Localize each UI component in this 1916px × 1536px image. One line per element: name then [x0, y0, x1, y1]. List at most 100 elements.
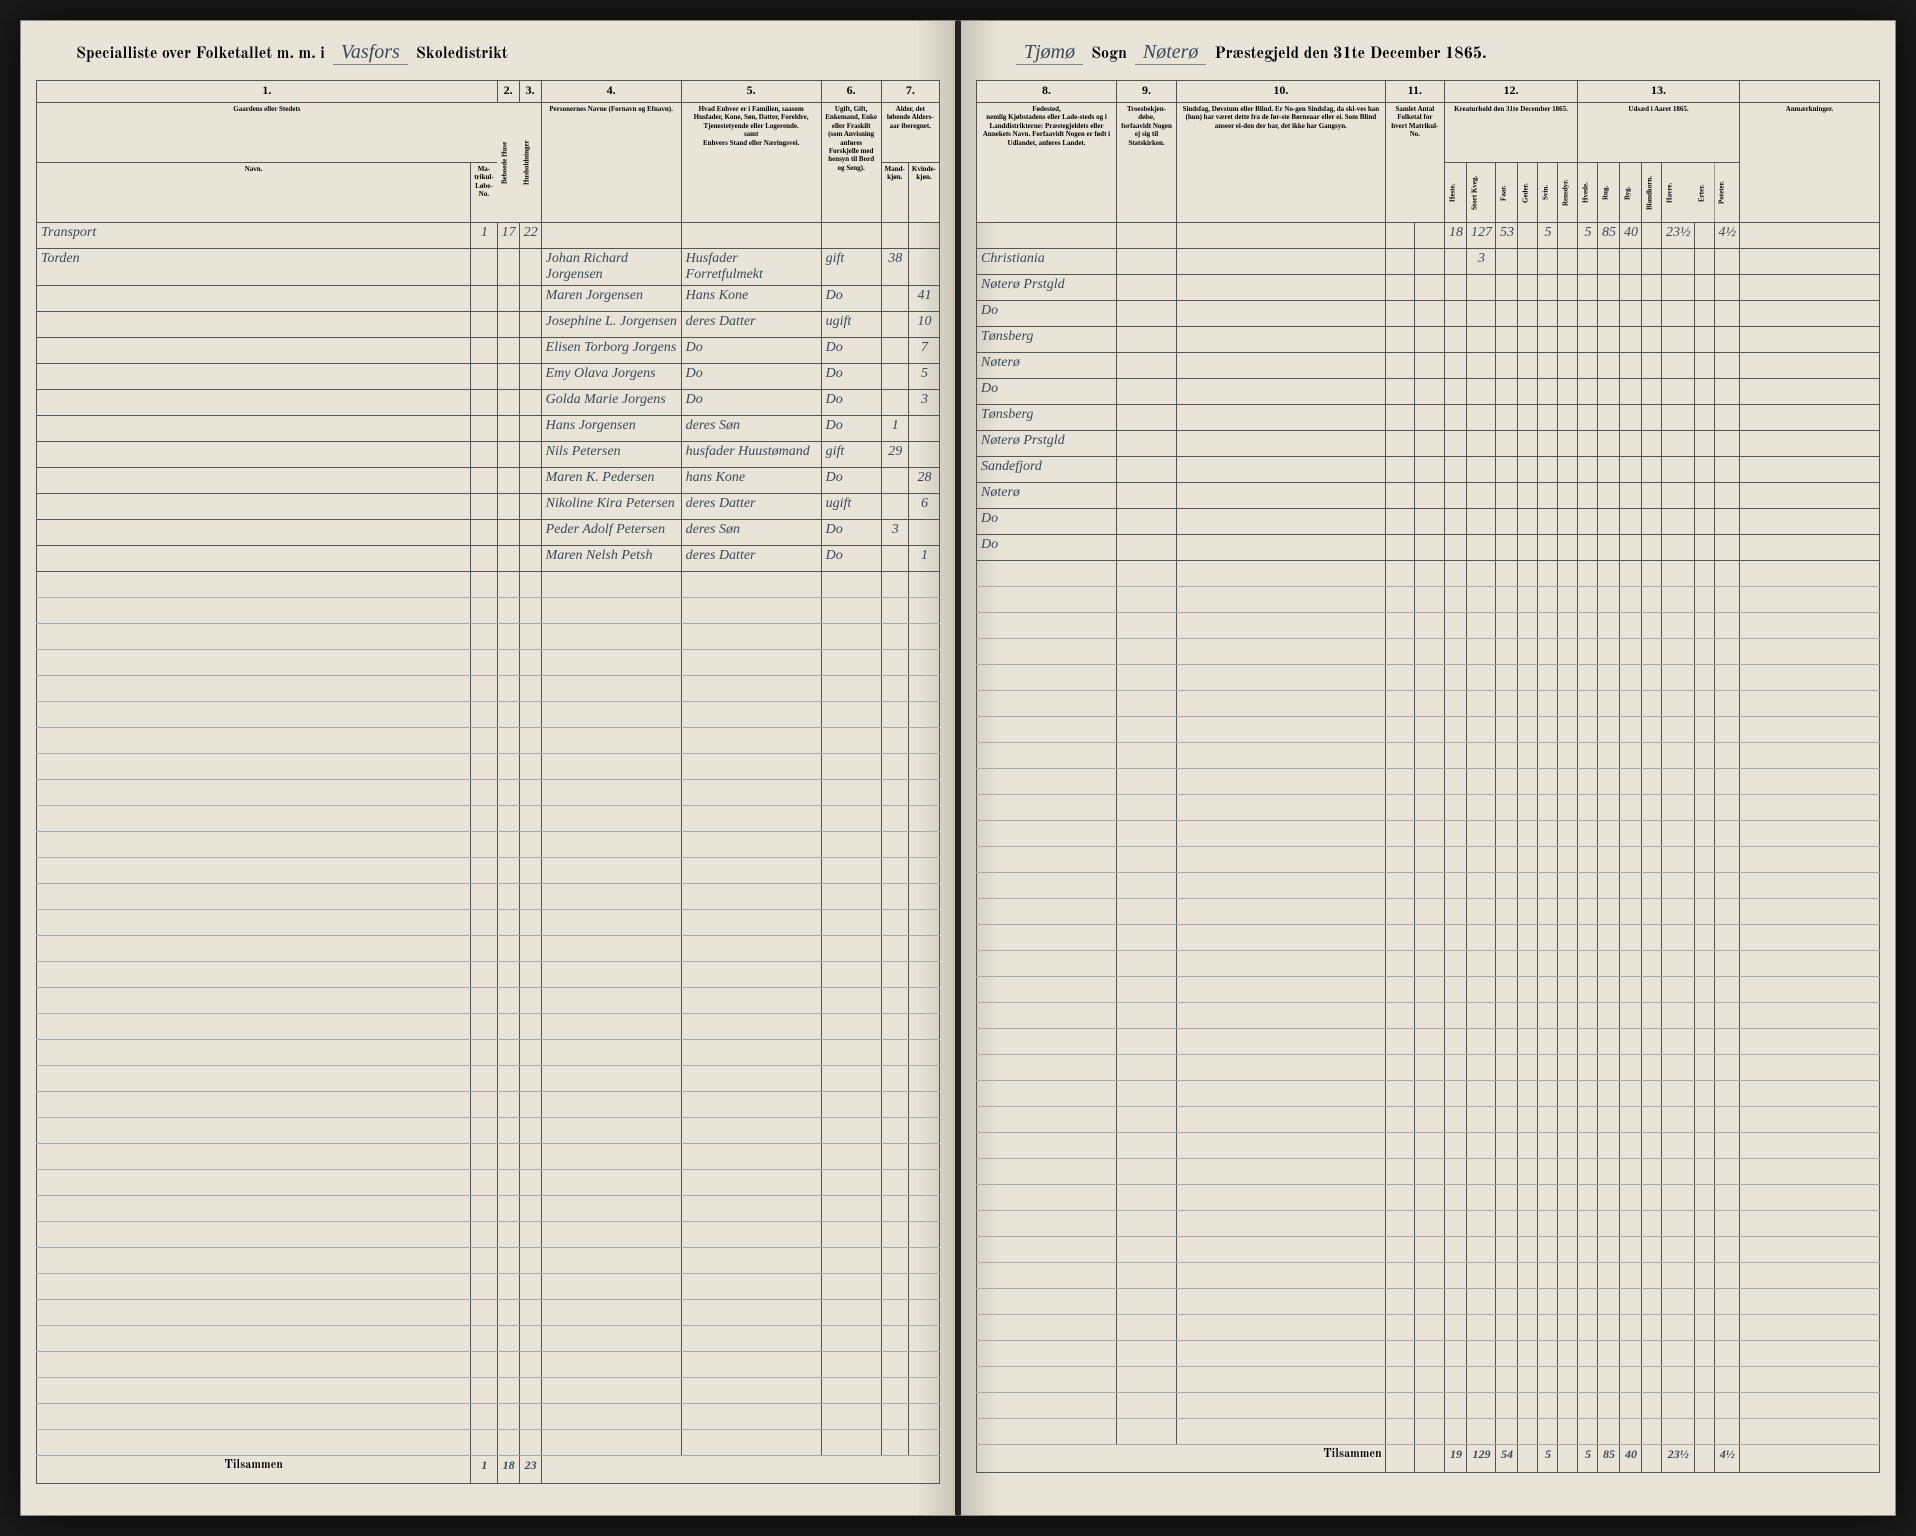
empty-cell: [1117, 1081, 1177, 1107]
empty-cell: [1620, 1081, 1642, 1107]
h2: Beboede Huse: [497, 103, 519, 223]
empty-cell: [1538, 951, 1558, 977]
rcell-1: [1117, 249, 1177, 275]
empty-cell: [908, 702, 939, 728]
f-blank: [541, 1456, 939, 1484]
empty-row: [977, 639, 1880, 665]
empty-cell: [977, 1029, 1117, 1055]
h1a: Navn.: [37, 163, 471, 223]
empty-cell: [497, 1274, 519, 1300]
empty-cell: [908, 832, 939, 858]
empty-cell: [497, 624, 519, 650]
rcell-4: [1415, 405, 1445, 431]
empty-cell: [1578, 561, 1598, 587]
empty-cell: [541, 988, 681, 1014]
empty-cell: [977, 769, 1117, 795]
empty-cell: [821, 624, 881, 650]
empty-cell: [541, 962, 681, 988]
empty-cell: [821, 676, 881, 702]
empty-cell: [681, 858, 821, 884]
empty-cell: [1714, 561, 1740, 587]
empty-cell: [1467, 1237, 1496, 1263]
empty-cell: [497, 1222, 519, 1248]
empty-cell: [681, 754, 821, 780]
empty-row: [37, 1352, 940, 1378]
empty-row: [977, 847, 1880, 873]
empty-cell: [1177, 1341, 1386, 1367]
empty-cell: [541, 624, 681, 650]
empty-cell: [1445, 561, 1467, 587]
empty-cell: [1642, 873, 1662, 899]
rcell-11: [1578, 457, 1598, 483]
empty-cell: [1538, 847, 1558, 873]
rcell-18: [1740, 223, 1880, 249]
empty-cell: [881, 936, 908, 962]
empty-cell: [1177, 925, 1386, 951]
rcell-16: [1694, 301, 1714, 327]
empty-cell: [1177, 847, 1386, 873]
empty-cell: [681, 1352, 821, 1378]
empty-row: [977, 1159, 1880, 1185]
empty-cell: [519, 1222, 541, 1248]
cell-mno: [471, 468, 497, 494]
empty-cell: [1385, 1237, 1415, 1263]
empty-cell: [1740, 769, 1880, 795]
cell-kk: 41: [908, 286, 939, 312]
empty-cell: [1642, 899, 1662, 925]
empty-cell: [1385, 1419, 1415, 1445]
empty-cell: [821, 910, 881, 936]
empty-cell: [681, 1378, 821, 1404]
empty-cell: [977, 587, 1117, 613]
empty-cell: [471, 1274, 497, 1300]
empty-cell: [1415, 1263, 1445, 1289]
h5: Hvad Enhver er i Familien, saasom Husfad…: [681, 103, 821, 223]
empty-row: [37, 650, 940, 676]
cell-hh: [519, 286, 541, 312]
empty-cell: [1467, 925, 1496, 951]
cell-mk: [881, 286, 908, 312]
empty-row: [37, 884, 940, 910]
empty-cell: [1642, 717, 1662, 743]
empty-cell: [1467, 639, 1496, 665]
rcell-18: [1740, 483, 1880, 509]
empty-cell: [1578, 1367, 1598, 1393]
cell-fam: hans Kone: [681, 468, 821, 494]
empty-cell: [1714, 1315, 1740, 1341]
empty-cell: [1467, 873, 1496, 899]
rcell-5: [1445, 509, 1467, 535]
empty-cell: [908, 572, 939, 598]
empty-cell: [977, 977, 1117, 1003]
rcell-12: [1598, 535, 1620, 561]
empty-cell: [519, 1352, 541, 1378]
empty-cell: [541, 858, 681, 884]
rcell-12: [1598, 483, 1620, 509]
empty-cell: [1694, 873, 1714, 899]
rcell-5: [1445, 379, 1467, 405]
empty-cell: [1177, 977, 1386, 1003]
empty-cell: [1642, 1211, 1662, 1237]
cell-fam: deres Datter: [681, 546, 821, 572]
empty-cell: [1385, 1029, 1415, 1055]
cell-kk: 6: [908, 494, 939, 520]
empty-cell: [977, 873, 1117, 899]
empty-cell: [881, 962, 908, 988]
empty-cell: [37, 1326, 471, 1352]
empty-cell: [1714, 1159, 1740, 1185]
empty-cell: [1467, 977, 1496, 1003]
empty-cell: [1445, 873, 1467, 899]
cell-gaard: [37, 312, 471, 338]
empty-cell: [977, 1393, 1117, 1419]
empty-cell: [977, 561, 1117, 587]
h13-sub-0: Hvede.: [1578, 163, 1598, 223]
census-ledger-book: Specialliste over Folketallet m. m. i Va…: [20, 20, 1896, 1516]
empty-cell: [1177, 795, 1386, 821]
empty-cell: [1538, 561, 1558, 587]
empty-cell: [1598, 1081, 1620, 1107]
empty-cell: [881, 858, 908, 884]
empty-cell: [1740, 1419, 1880, 1445]
empty-cell: [1467, 795, 1496, 821]
empty-cell: [37, 936, 471, 962]
empty-cell: [1445, 691, 1467, 717]
cell-mno: 1: [471, 223, 497, 249]
empty-cell: [1642, 1107, 1662, 1133]
